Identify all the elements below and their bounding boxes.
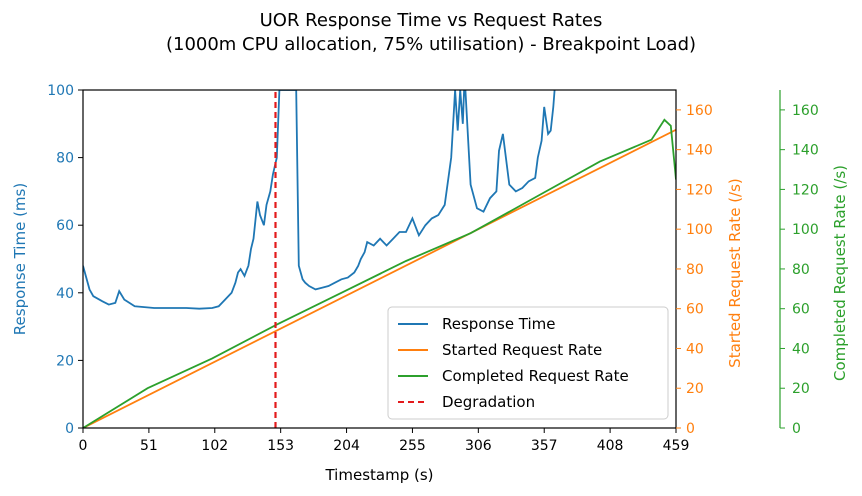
right-axis-label: Started Request Rate (/s) bbox=[726, 178, 744, 368]
left-tick-label-2: 40 bbox=[56, 286, 74, 302]
left-tick-label-5: 100 bbox=[47, 83, 74, 99]
right-tick-label-5: 100 bbox=[686, 222, 713, 238]
right-tick-label-8: 160 bbox=[686, 103, 713, 119]
series-line-1 bbox=[83, 128, 676, 428]
legend-label-1: Started Request Rate bbox=[442, 341, 602, 359]
right2-tick-label-8: 160 bbox=[792, 103, 819, 119]
right2-tick-label-6: 120 bbox=[792, 182, 819, 198]
plot-area: 0 51 102 153 204 255 306 357 408 459 Timestamp (s)… bbox=[11, 83, 849, 484]
right-tick-label-0: 0 bbox=[686, 421, 695, 437]
right2-tick-label-2: 40 bbox=[792, 341, 810, 357]
left-tick-label-0: 0 bbox=[65, 421, 74, 437]
right2-tick-label-3: 60 bbox=[792, 302, 810, 318]
x-tick-label-9: 459 bbox=[663, 438, 690, 454]
left-tick-label-3: 60 bbox=[56, 218, 74, 234]
series-line-2 bbox=[83, 118, 676, 428]
x-tick-label-1: 51 bbox=[140, 438, 158, 454]
x-tick-label-6: 306 bbox=[465, 438, 492, 454]
chart-subtitle: (1000m CPU allocation, 75% utilisation) … bbox=[165, 34, 697, 55]
right-tick-label-2: 40 bbox=[686, 341, 704, 357]
right2-tick-label-1: 20 bbox=[792, 381, 810, 397]
left-tick-label-1: 20 bbox=[56, 353, 74, 369]
legend-label-3: Degradation bbox=[442, 393, 535, 411]
right-tick-label-6: 120 bbox=[686, 182, 713, 198]
left-tick-label-4: 80 bbox=[56, 151, 74, 167]
right2-tick-label-4: 80 bbox=[792, 262, 810, 278]
x-tick-label-4: 204 bbox=[333, 438, 360, 454]
right-tick-label-3: 60 bbox=[686, 302, 704, 318]
x-axis-label: Timestamp (s) bbox=[324, 466, 433, 484]
series-line-0 bbox=[83, 90, 556, 310]
right-tick-label-4: 80 bbox=[686, 262, 704, 278]
x-tick-label-8: 408 bbox=[597, 438, 624, 454]
right2-tick-label-5: 100 bbox=[792, 222, 819, 238]
x-tick-label-5: 255 bbox=[399, 438, 426, 454]
legend-label-2: Completed Request Rate bbox=[442, 367, 629, 385]
x-tick-label-7: 357 bbox=[531, 438, 558, 454]
right-tick-label-7: 140 bbox=[686, 143, 713, 159]
right2-tick-label-7: 140 bbox=[792, 143, 819, 159]
left-axis-label: Response Time (ms) bbox=[11, 183, 29, 335]
right2-axis-label: Completed Request Rate (/s) bbox=[831, 165, 849, 381]
legend-box bbox=[387, 306, 669, 420]
legend-label-0: Response Time bbox=[442, 315, 556, 333]
right-tick-label-1: 20 bbox=[686, 381, 704, 397]
x-tick-label-2: 102 bbox=[201, 438, 228, 454]
chart-title: UOR Response Time vs Request Rates bbox=[259, 10, 603, 31]
plot-frame bbox=[82, 89, 677, 429]
right2-tick-label-0: 0 bbox=[792, 421, 801, 437]
x-tick-label-0: 0 bbox=[79, 438, 88, 454]
x-tick-label-3: 153 bbox=[267, 438, 294, 454]
